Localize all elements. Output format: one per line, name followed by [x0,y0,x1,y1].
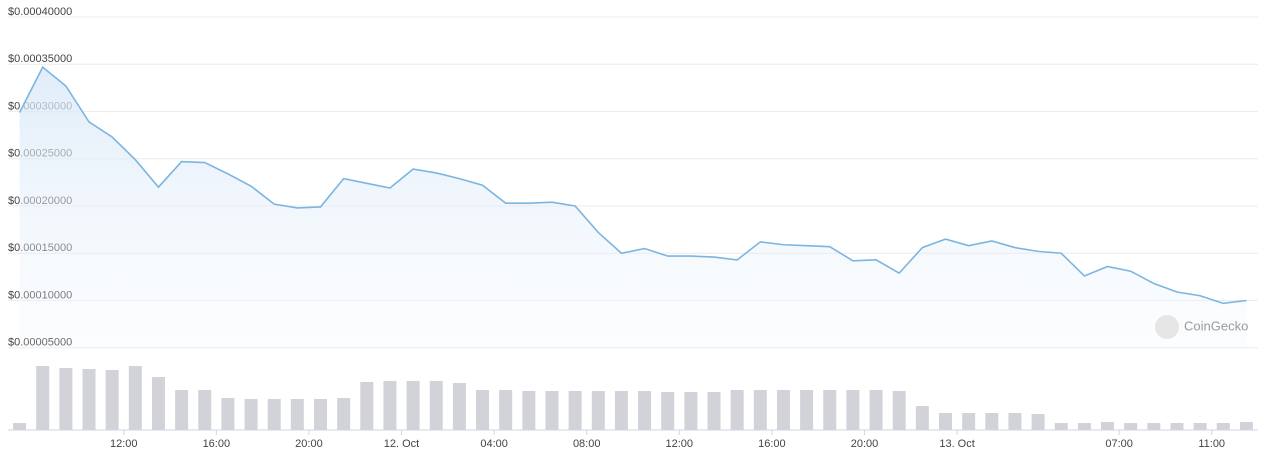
volume-bar [36,366,50,430]
volume-bar [337,398,351,430]
volume-bar [1193,423,1207,430]
volume-bar [684,392,698,430]
volume-bar [1008,413,1022,430]
volume-bar [476,390,490,430]
volume-bar [939,413,952,430]
volume-bar [1239,422,1253,430]
volume-bar [383,381,397,430]
x-tick-label: 20:00 [851,438,879,450]
volume-bar [82,369,96,430]
volume-bar [198,390,212,430]
volume-bar [290,399,304,430]
x-tick-label: 04:00 [480,438,508,450]
x-tick-label: 12:00 [110,438,138,450]
volume-bar [892,391,906,430]
volume-bar [915,406,929,430]
volume-bar [800,390,814,430]
x-tick-label: 07:00 [1105,438,1133,450]
volume-bar [753,390,767,430]
volume-bar [151,377,165,430]
volume-bar [985,413,999,430]
volume-bar [545,391,559,430]
y-tick-label: $0.00035000 [8,53,72,65]
x-tick-label: 08:00 [573,438,601,450]
volume-bar [267,399,281,430]
volume-bar [429,381,443,430]
volume-bar [452,383,466,430]
volume-bar [661,392,675,430]
volume-bar [406,381,420,430]
volume-bar [568,391,582,430]
volume-bar [499,390,513,430]
volume-bar [59,368,73,430]
volume-bar [221,398,235,430]
watermark-text: CoinGecko [1184,318,1248,333]
x-tick-label: 12. Oct [384,438,419,450]
volume-bar [823,390,837,430]
volume-bar [360,382,374,430]
x-tick-label: 20:00 [295,438,323,450]
volume-bar [1147,423,1161,430]
volume-bar [522,391,536,430]
volume-bar [1054,423,1068,430]
volume-bar [128,366,142,430]
volume-bar [1077,423,1091,430]
volume-bar [707,392,721,430]
volume-bar [105,370,119,430]
volume-bar [1216,423,1230,430]
volume-bar [776,390,790,430]
volume-bar [730,390,744,430]
x-tick-label: 16:00 [203,438,231,450]
volume-bar [962,413,976,430]
volume-bar [1170,423,1184,430]
price-area [19,67,1247,348]
y-tick-label: $0.00040000 [8,6,72,18]
volume-bar [1031,414,1045,430]
x-tick-label: 16:00 [758,438,786,450]
volume-bar [244,399,258,430]
volume-bar [846,390,860,430]
watermark-logo [1155,315,1179,339]
volume-bar [314,399,327,430]
x-tick-label: 12:00 [666,438,694,450]
volume-bar [591,391,605,430]
volume-bar [869,390,883,430]
volume-bar [13,423,27,430]
watermark: CoinGecko [1155,315,1248,339]
x-tick-label: 13. Oct [939,438,974,450]
volume-bar [614,391,628,430]
price-line [18,65,1247,305]
volume-bar [1101,422,1115,430]
volume-bar [175,390,189,430]
x-tick-label: 11:00 [1198,438,1225,450]
volume-bar [1124,423,1138,430]
volume-bar [638,391,652,430]
